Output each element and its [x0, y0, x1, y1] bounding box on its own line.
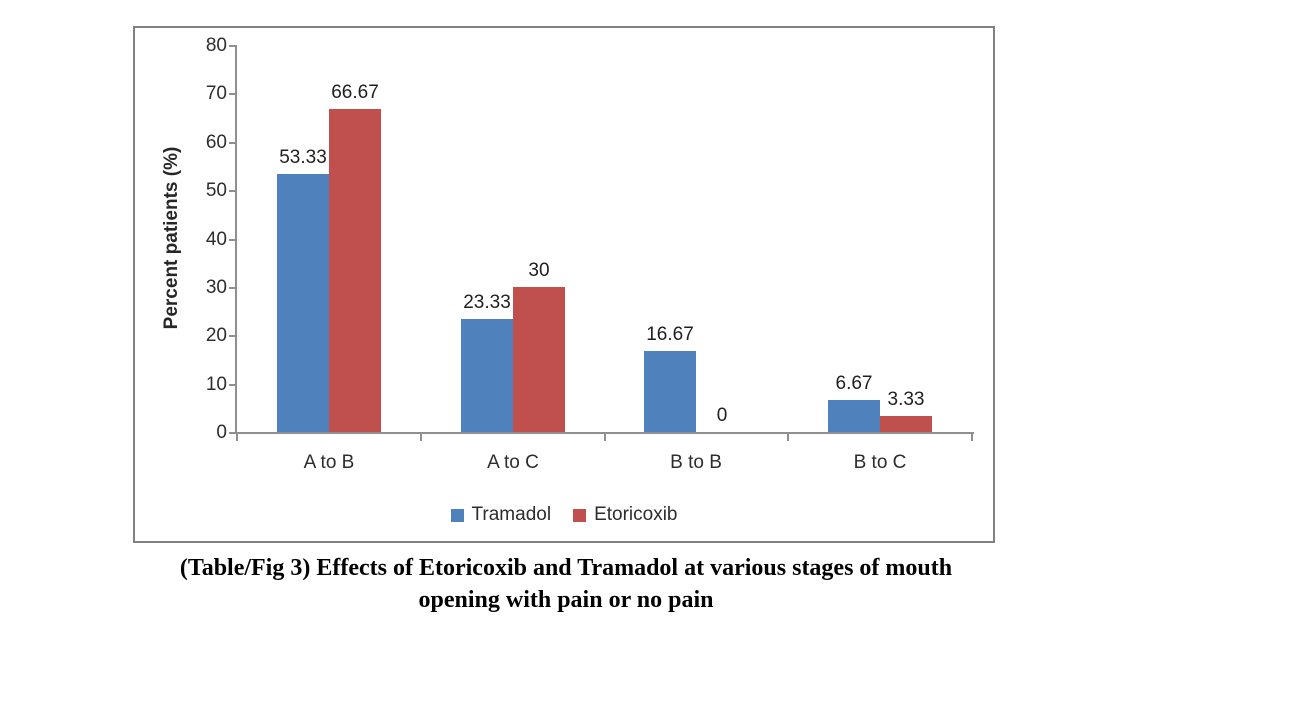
value-label-tramadol: 53.33: [279, 147, 327, 168]
y-tick-label: 10: [205, 374, 227, 395]
x-tick-mark: [787, 432, 789, 441]
plot-area: 0 10 20 30 40 50 60 70 80 A to B A to C B to B B to …: [135, 28, 993, 541]
y-tick-mark: [229, 384, 237, 386]
legend-swatch-tramadol: [450, 508, 464, 522]
bar-etoricoxib: [880, 416, 932, 432]
value-label-etoricoxib: 30: [528, 260, 550, 281]
chart-frame: Percent patients (%) 0 10 20 30 40 50 60 70 80 A …: [133, 26, 995, 543]
y-tick-label: 60: [205, 132, 227, 153]
x-category-label: A to C: [487, 452, 539, 473]
y-tick-mark: [229, 190, 237, 192]
x-tick-mark: [971, 432, 973, 441]
value-label-etoricoxib: 66.67: [331, 82, 379, 103]
y-tick-mark: [229, 142, 237, 144]
value-label-etoricoxib: 0: [716, 405, 728, 426]
bar-etoricoxib: [329, 109, 381, 432]
legend-item-etoricoxib: Etoricoxib: [573, 504, 677, 526]
y-tick-label: 30: [205, 277, 227, 298]
value-label-tramadol: 23.33: [463, 292, 511, 313]
y-tick-mark: [229, 239, 237, 241]
value-label-etoricoxib: 3.33: [887, 389, 925, 410]
value-label-tramadol: 16.67: [646, 324, 694, 345]
y-tick-label: 40: [205, 229, 227, 250]
y-tick-mark: [229, 93, 237, 95]
y-tick-label: 20: [205, 325, 227, 346]
x-category-label: B to C: [853, 452, 907, 473]
y-tick-label: 0: [216, 422, 227, 443]
legend-label-etoricoxib: Etoricoxib: [594, 504, 678, 525]
bar-tramadol: [277, 174, 329, 432]
bar-tramadol: [828, 400, 880, 432]
y-tick-mark: [229, 432, 237, 434]
bar-tramadol: [644, 351, 696, 432]
value-label-tramadol: 6.67: [835, 373, 873, 394]
figure-caption: (Table/Fig 3) Effects of Etoricoxib and …: [135, 552, 997, 616]
x-tick-mark: [604, 432, 606, 441]
bar-etoricoxib: [513, 287, 565, 432]
legend-item-tramadol: Tramadol: [450, 504, 552, 526]
x-category-label: B to B: [670, 452, 722, 473]
x-category-label: A to B: [303, 452, 355, 473]
figure-caption-line1: (Table/Fig 3) Effects of Etoricoxib and …: [179, 555, 953, 581]
y-tick-label: 80: [205, 35, 227, 56]
figure-caption-line2: opening with pain or no pain: [418, 587, 714, 613]
legend-swatch-etoricoxib: [573, 508, 587, 522]
x-tick-mark: [420, 432, 422, 441]
y-tick-label: 50: [205, 180, 227, 201]
legend: Tramadol Etoricoxib: [135, 504, 993, 526]
y-tick-mark: [229, 335, 237, 337]
y-tick-label: 70: [205, 83, 227, 104]
legend-label-tramadol: Tramadol: [471, 504, 552, 525]
y-tick-mark: [229, 45, 237, 47]
x-tick-mark: [236, 432, 238, 441]
bar-tramadol: [461, 319, 513, 432]
y-tick-mark: [229, 287, 237, 289]
